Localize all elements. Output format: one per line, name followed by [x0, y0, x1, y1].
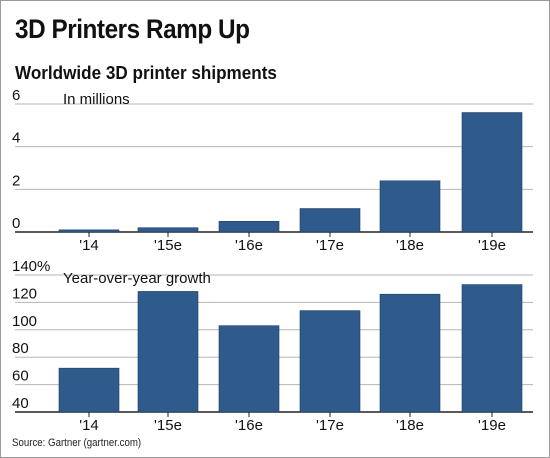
- growth-x-tick-label: '15e: [154, 417, 182, 434]
- shipments-x-tick-label: '14: [79, 237, 99, 254]
- growth-bar: [461, 284, 523, 413]
- growth-bar: [379, 293, 441, 413]
- chart-subtitle: Worldwide 3D printer shipments: [15, 63, 277, 83]
- source-note: Source: Gartner (gartner.com): [12, 437, 142, 449]
- growth-y-tick-label: 140%: [12, 258, 50, 275]
- growth-bar: [218, 325, 280, 413]
- shipments-x-tick-label: '15e: [154, 237, 182, 254]
- shipments-y-tick-label: 4: [12, 130, 20, 147]
- shipments-bar: [299, 208, 361, 233]
- shipments-bar: [137, 227, 199, 233]
- shipments-y-tick-label: 6: [12, 87, 20, 104]
- shipments-x-tick-label: '17e: [316, 237, 344, 254]
- growth-bar: [58, 367, 120, 413]
- growth-x-tick-label: '18e: [396, 417, 424, 434]
- shipments-x-tick-label: '16e: [235, 237, 263, 254]
- growth-x-tick-label: '19e: [478, 417, 506, 434]
- shipments-x-tick-label: '19e: [478, 237, 506, 254]
- growth-x-tick-label: '16e: [235, 417, 263, 434]
- shipments-bar: [218, 221, 280, 233]
- growth-chart: 40 60 80 100 120 140% Year-over-year growth '14…: [12, 258, 533, 434]
- growth-y-tick-label: 60: [12, 368, 29, 385]
- growth-y-tick-label: 80: [12, 340, 29, 357]
- chart-title: 3D Printers Ramp Up: [15, 14, 250, 44]
- shipments-bar: [58, 229, 120, 233]
- growth-x-tick-label: '17e: [316, 417, 344, 434]
- shipments-panel-label: In millions: [63, 91, 130, 108]
- shipments-y-tick-label: 0: [12, 215, 20, 232]
- growth-panel-label: Year-over-year growth: [63, 270, 211, 287]
- growth-y-tick-label: 40: [12, 395, 29, 412]
- shipments-x-tick-label: '18e: [396, 237, 424, 254]
- shipments-bar: [379, 180, 441, 233]
- growth-y-tick-label: 120: [12, 285, 37, 302]
- growth-bar: [137, 291, 199, 413]
- growth-x-tick-label: '14: [79, 417, 99, 434]
- shipments-y-tick-label: 2: [12, 172, 20, 189]
- shipments-bar: [461, 112, 523, 233]
- growth-bar: [299, 310, 361, 413]
- growth-y-tick-label: 100: [12, 313, 37, 330]
- shipments-chart: 0 2 4 6 In millions '14 '15e '16e '17e '18e '19e: [12, 87, 533, 254]
